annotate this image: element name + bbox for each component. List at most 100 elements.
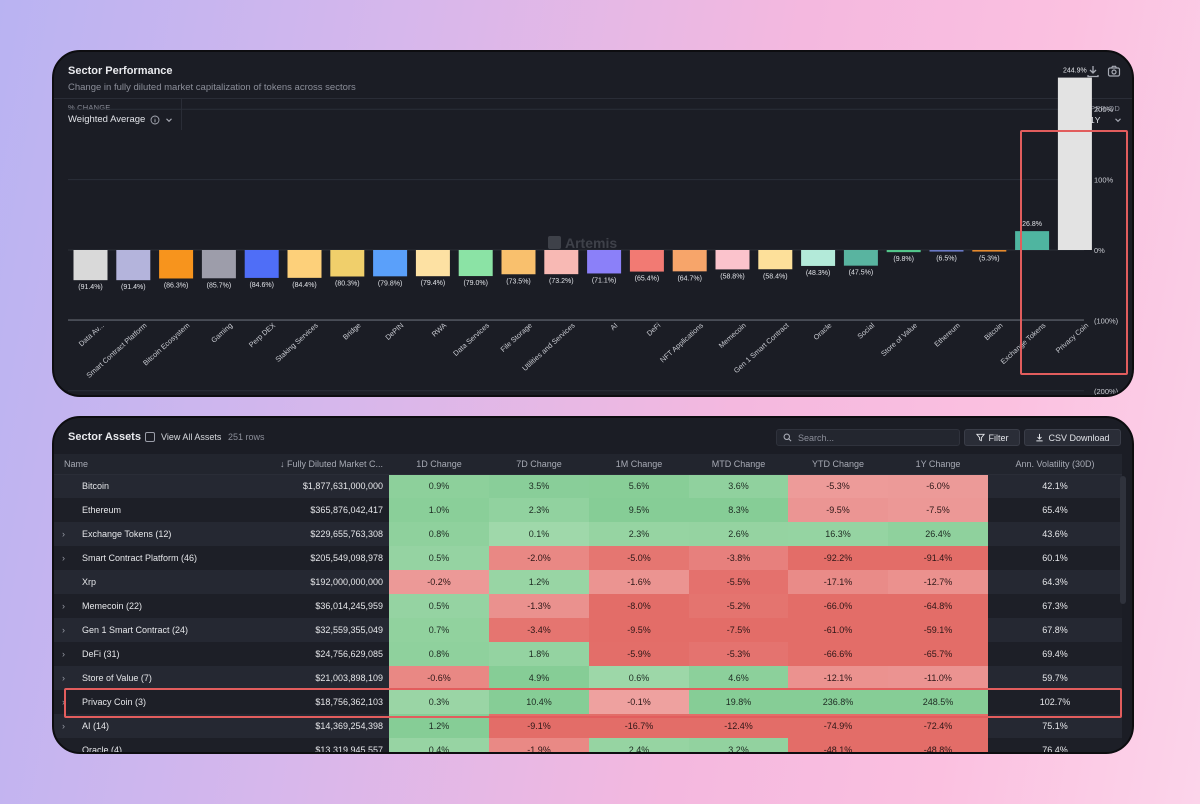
y-tick-label: 200% [1094,105,1114,114]
row-name-cell[interactable]: › Privacy Coin (3) [54,690,266,714]
view-all-assets-label[interactable]: View All Assets [161,432,222,442]
change-metric-label: % CHANGE [68,103,111,112]
column-header[interactable]: 1M Change [589,454,689,475]
bar-21[interactable] [972,250,1007,252]
volatility-cell: 67.8% [988,618,1122,642]
column-header[interactable]: YTD Change [788,454,888,475]
bar-19[interactable] [886,250,921,253]
bar-18[interactable] [843,250,878,266]
table-row[interactable]: › Memecoin (22) $36,014,245,959 0.5% -1.3% -8… [54,594,1122,618]
column-header[interactable]: Name [54,454,266,475]
chevron-right-icon[interactable]: › [62,553,65,563]
period-value: 1Y [1090,115,1101,125]
fdmc-cell: $14,369,254,398 [266,714,389,738]
table-row[interactable]: › Gen 1 Smart Contract (24) $32,559,355,04… [54,618,1122,642]
bar-20[interactable] [929,250,964,252]
bar-8[interactable] [415,250,450,277]
bar-22[interactable] [1015,231,1050,250]
bar-16[interactable] [758,250,793,270]
search-input[interactable] [798,432,948,443]
row-name-cell[interactable]: › AI (14) [54,714,266,738]
bar-2[interactable] [159,250,194,279]
table-row[interactable]: › Oracle (4) $13,319,945,557 0.4% -1.9% 2.4% 3… [54,738,1122,754]
y-tick-label: (100%) [1094,316,1119,325]
bar-7[interactable] [373,250,408,277]
table-scrollbar[interactable] [1120,476,1126,604]
row-name-cell[interactable]: › Exchange Tokens (12) [54,522,266,546]
table-row[interactable]: › Exchange Tokens (12) $229,655,763,308 0.8… [54,522,1122,546]
row-name-cell[interactable]: Xrp [54,570,266,594]
chevron-right-icon[interactable]: › [62,649,65,659]
table-row[interactable]: › Smart Contract Platform (46) $205,549,09… [54,546,1122,570]
column-header[interactable]: Ann. Volatility (30D) [988,454,1122,475]
bar-5[interactable] [287,250,322,278]
bar-17[interactable] [801,250,836,266]
view-all-assets-checkbox[interactable] [145,432,155,442]
table-row[interactable]: Ethereum $365,876,042,417 1.0% 2.3% 9.5% 8.3%… [54,498,1122,522]
bar-15[interactable] [715,250,750,270]
chevron-right-icon[interactable]: › [62,697,65,707]
change-cell-d7: 2.3% [489,498,589,522]
table-row[interactable]: › Privacy Coin (3) $18,756,362,103 0.3% 10.4… [54,690,1122,714]
column-header[interactable]: 1Y Change [888,454,988,475]
bar-4[interactable] [244,250,279,278]
chevron-right-icon[interactable]: › [62,601,65,611]
table-row[interactable]: Bitcoin $1,877,631,000,000 0.9% 3.5% 5.6% 3.6… [54,474,1122,498]
bar-23[interactable] [1057,77,1092,251]
change-metric-dropdown[interactable]: Weighted Average [68,114,173,125]
csv-download-button[interactable]: CSV Download [1024,429,1121,446]
table-row[interactable]: › AI (14) $14,369,254,398 1.2% -9.1% -16.7% -1… [54,714,1122,738]
chevron-right-icon[interactable]: › [62,721,65,731]
change-cell-mtd: -5.2% [689,594,788,618]
bar-1[interactable] [116,250,151,281]
bar-10[interactable] [501,250,536,275]
table-row[interactable]: › Store of Value (7) $21,003,898,109 -0.6% 4… [54,666,1122,690]
download-icon[interactable] [1086,64,1100,78]
row-name-cell[interactable]: Ethereum [54,498,266,522]
bar-3[interactable] [201,250,236,279]
x-tick-label: Social [855,321,876,341]
change-cell-ytd: -48.1% [788,738,888,752]
bar-14[interactable] [672,250,707,272]
row-name-cell[interactable]: › Store of Value (7) [54,666,266,690]
change-cell-y1: -91.4% [888,546,988,570]
chevron-right-icon[interactable]: › [62,529,65,539]
row-name-cell[interactable]: › Oracle (4) [54,738,266,754]
row-name-cell[interactable]: › Memecoin (22) [54,594,266,618]
assets-title: Sector Assets [68,431,141,443]
row-name-cell[interactable]: › Gen 1 Smart Contract (24) [54,618,266,642]
fdmc-cell: $21,003,898,109 [266,666,389,690]
bar-0[interactable] [73,250,108,281]
chevron-right-icon[interactable]: › [62,673,65,683]
bar-value-label: (80.3%) [335,280,360,287]
camera-icon[interactable] [1107,64,1121,78]
chevron-right-icon[interactable]: › [62,625,65,635]
row-name-cell[interactable]: › Smart Contract Platform (46) [54,546,266,570]
bar-13[interactable] [629,250,664,272]
column-header-label: 1Y Change [915,458,961,469]
row-name-cell[interactable]: › DeFi (31) [54,642,266,666]
table-row[interactable]: Xrp $192,000,000,000 -0.2% 1.2% -1.6% -5.5% -1… [54,570,1122,594]
bar-11[interactable] [544,250,579,275]
bar-12[interactable] [587,250,622,274]
search-box[interactable] [776,429,960,446]
chevron-right-icon[interactable]: › [62,745,65,754]
bar-9[interactable] [458,250,493,277]
column-header[interactable]: 7D Change [489,454,589,475]
change-cell-mtd: 4.6% [689,666,788,690]
bar-value-label: (79.4%) [421,280,446,287]
table-row[interactable]: › DeFi (31) $24,756,629,085 0.8% 1.8% -5.9% -5… [54,642,1122,666]
change-cell-d7: 1.8% [489,642,589,666]
column-header[interactable]: 1D Change [389,454,489,475]
bar-value-label: (85.7%) [207,282,232,289]
bar-6[interactable] [330,250,365,277]
filter-button[interactable]: Filter [964,429,1020,446]
column-header[interactable]: MTD Change [689,454,788,475]
period-dropdown[interactable]: 1Y [1090,115,1122,125]
row-name-cell[interactable]: Bitcoin [54,474,266,498]
change-cell-d1: 0.8% [389,642,489,666]
change-cell-d1: 1.2% [389,714,489,738]
column-header[interactable]: ↓ Fully Diluted Market C... [266,454,389,475]
change-cell-d1: 0.8% [389,522,489,546]
change-cell-m1: -16.7% [589,714,689,738]
